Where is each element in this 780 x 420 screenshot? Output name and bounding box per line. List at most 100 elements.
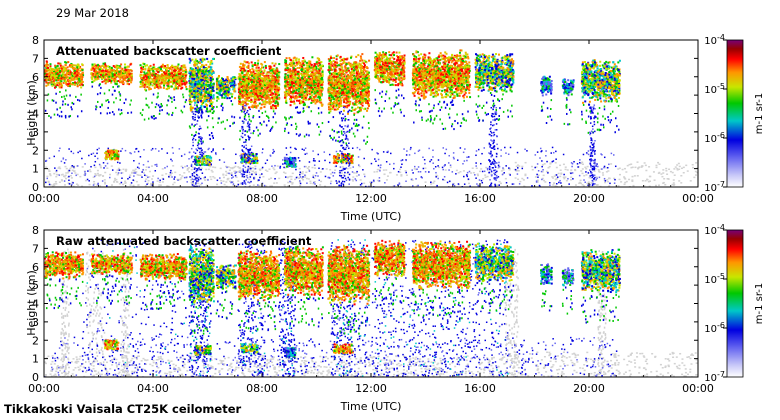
ground-noise [270,177,273,179]
cloud-pixel [145,83,148,86]
cloud-pixel [179,71,182,74]
fall-streak [193,134,196,137]
low-return [539,185,541,187]
cloud-pixel [163,84,166,87]
cloud-pixel [259,87,262,90]
cloud-pixel [210,66,213,69]
cloud-pixel [206,67,209,70]
cloud-pixel [167,76,170,79]
cloud-pixel [244,92,247,95]
low-return [559,179,561,182]
cloud-pixel [185,73,188,76]
cloud-pixel [270,81,273,84]
cloud-pixel [118,70,121,73]
ground-noise [560,172,563,174]
cloud-pixel [111,75,114,78]
cloud-pixel [188,87,191,90]
ground-noise [45,166,48,168]
low-return [486,168,489,171]
ground-noise [114,179,117,181]
cloud-pixel [208,74,211,77]
cloud-pixel [239,75,242,78]
cloud-pixel [162,78,165,81]
cloud-pixel [45,81,48,84]
ground-noise [204,179,207,181]
cloud-pixel [251,81,254,84]
cloud-pixel [209,110,212,113]
ground-noise [205,168,208,171]
ground-noise [586,165,589,168]
cloud-pixel [273,96,276,99]
cloud-pixel [255,97,258,100]
cloud-pixel [165,66,168,69]
ground-noise [517,169,520,172]
fall-streak [71,108,73,111]
low-return [613,154,615,156]
ground-noise [172,165,175,167]
cloud-pixel [81,80,84,83]
cloud-pixel [242,66,245,69]
cloud-pixel [197,71,200,74]
fall-streak [261,112,264,115]
low-return [421,177,423,179]
low-return [315,172,318,174]
cloud-pixel [273,64,276,67]
cloud-pixel [276,92,279,95]
low-return [90,165,92,168]
ground-noise [548,165,551,168]
ground-noise [541,177,544,180]
fall-streak [145,103,148,106]
cloud-pixel [238,100,241,103]
cloud-pixel [154,72,157,75]
cloud-pixel [201,96,204,99]
low-return [295,148,297,151]
ground-noise [555,166,558,169]
cloud-pixel [167,80,170,83]
cloud-pixel [257,71,260,74]
cloud-pixel [93,79,96,82]
ground-noise [245,171,248,173]
low-return [354,178,356,180]
ground-noise [219,167,222,170]
cloud-pixel [254,94,257,97]
cloud-pixel [71,83,74,86]
cloud-pixel [189,79,192,82]
ground-noise [275,182,278,184]
cloud-pixel [201,60,204,63]
low-return [178,148,181,150]
cloud-pixel [198,87,201,90]
cloud-pixel [193,99,196,102]
cloud-pixel [152,79,155,82]
low-return [156,165,158,167]
ground-noise [200,167,203,170]
cloud-pixel [182,64,185,67]
ground-noise [682,166,685,169]
cloud-pixel [67,61,70,64]
cloud-pixel [257,66,260,69]
cloud-pixel [191,80,194,83]
fall-streak [64,116,67,119]
cloud-pixel [93,68,96,71]
cloud-pixel [240,103,243,106]
cloud-pixel [184,74,187,77]
cloud-pixel [196,89,199,92]
ground-noise [165,173,168,175]
ground-noise [188,171,191,173]
cloud-pixel [130,74,133,77]
low-return [121,147,124,150]
cloud-pixel [251,86,254,89]
cloud-pixel [114,80,117,83]
cloud-pixel [308,89,311,92]
ground-noise [644,164,647,167]
cloud-pixel [201,72,204,75]
cloud-pixel [139,82,142,85]
low-return [76,165,79,167]
cloud-pixel [204,94,207,97]
low-return [488,152,490,154]
ground-noise [395,174,398,176]
ground-noise [552,184,555,186]
fall-streak [62,100,64,103]
ground-noise [378,168,381,171]
low-return [552,151,555,154]
cloud-pixel [69,80,72,83]
